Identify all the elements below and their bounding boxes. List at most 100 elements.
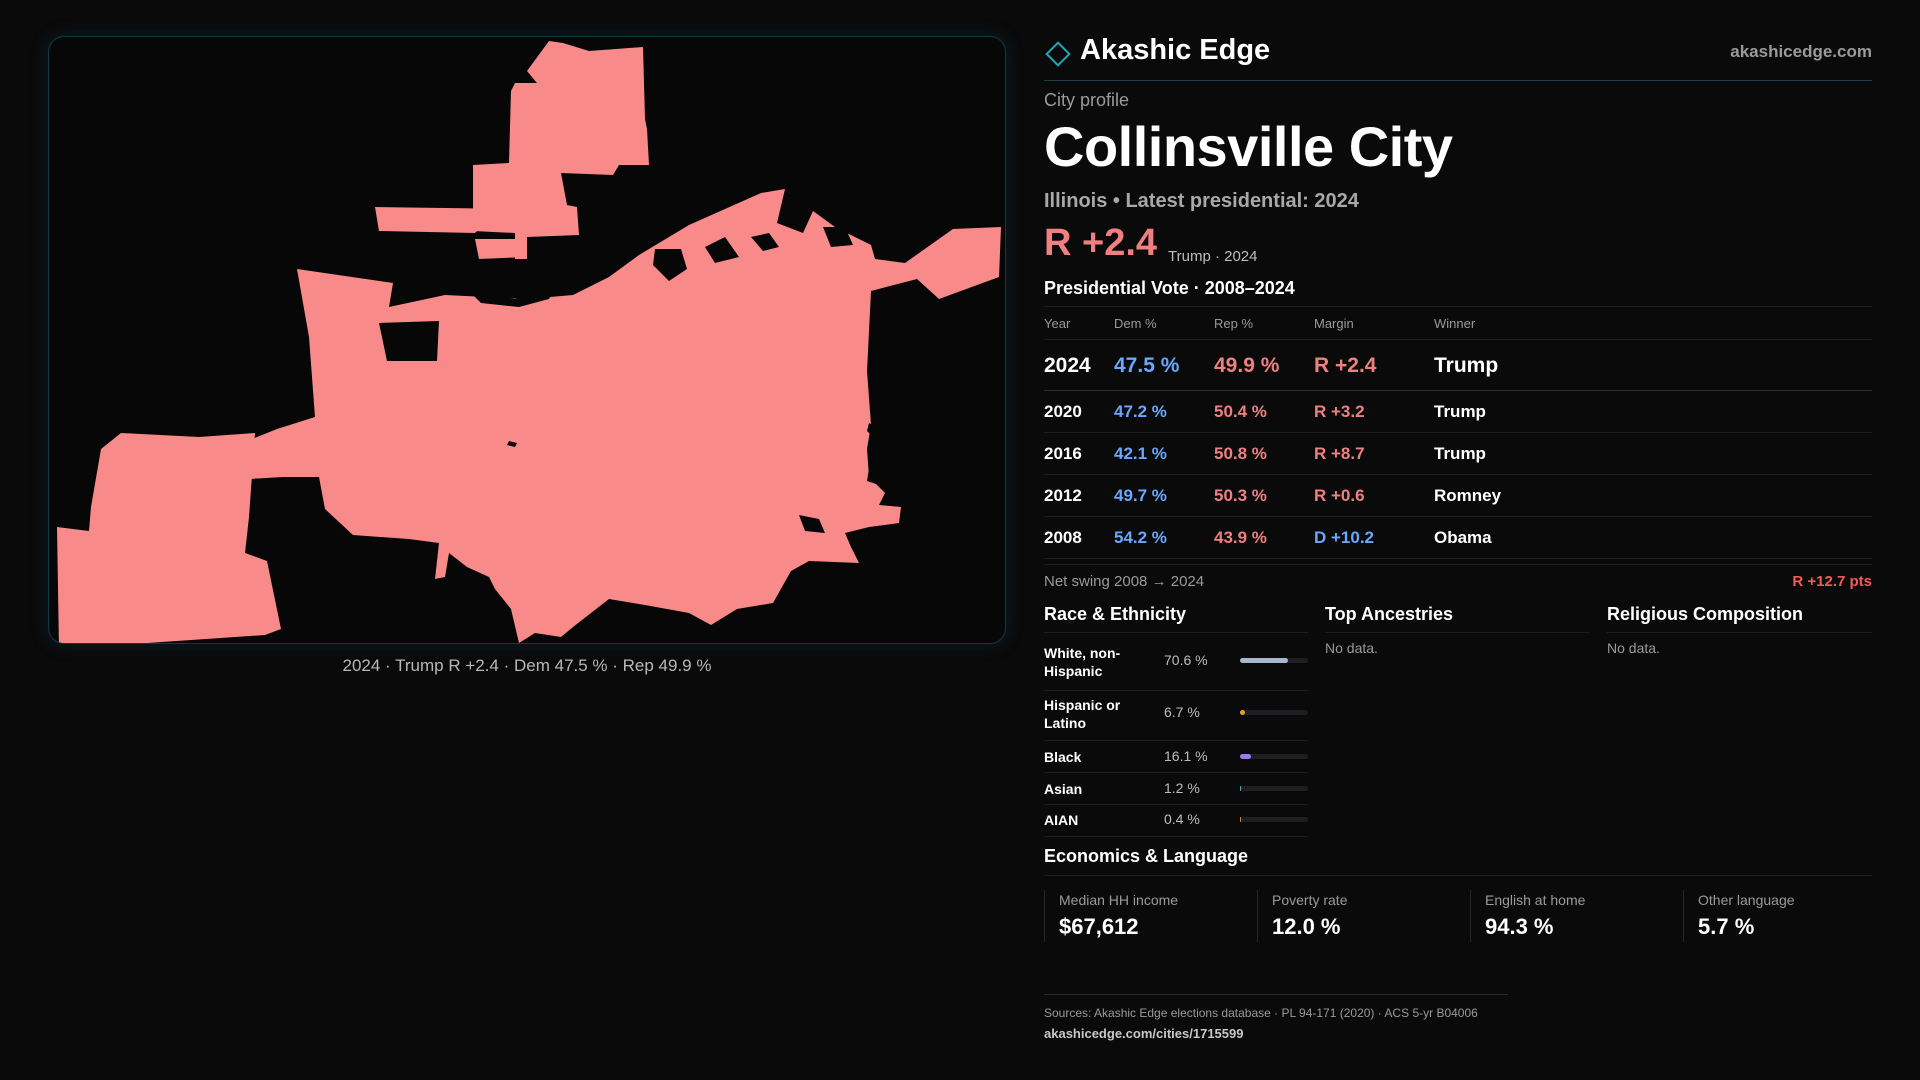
row-year: 2012 [1044,486,1082,505]
vote-section-title: Presidential Vote · 2008–2024 [1044,278,1295,298]
race-bar-track [1240,817,1308,822]
row-year: 2008 [1044,528,1082,547]
race-label: White, non-Hispanic [1044,645,1121,679]
headline-note: Trump · 2024 [1168,248,1258,265]
religion-empty-text: No data. [1607,640,1660,656]
row-dem: 54.2 % [1114,528,1167,547]
ancestries-section-title: Top Ancestries [1325,604,1454,624]
city-boundary-shape [57,41,1001,643]
race-label: Asian [1044,781,1083,797]
race-bar-track [1240,710,1308,715]
row-dem: 42.1 % [1114,444,1167,463]
race-pct: 6.7 % [1164,704,1200,720]
divider [1044,632,1308,633]
vote-table-header: Year Dem % Rep % Margin Winner [1044,306,1872,340]
race-bar-fill [1240,658,1288,663]
stat-english-home: English at home 94.3 % [1470,890,1683,942]
race-row: White, non-Hispanic 70.6 % [1044,640,1308,691]
race-pct: 16.1 % [1164,748,1208,764]
stat-value: 5.7 % [1698,914,1755,939]
net-swing-row: Net swing 2008 → 2024 R +12.7 pts [1044,564,1872,595]
row-rep: 50.4 % [1214,402,1267,421]
stat-median-income: Median HH income $67,612 [1044,890,1257,942]
row-margin: R +2.4 [1314,354,1377,377]
race-bar-track [1240,786,1308,791]
table-row: 2012 49.7 % 50.3 % R +0.6 Romney [1044,475,1872,517]
divider [1325,632,1589,633]
race-pct: 1.2 % [1164,780,1200,796]
profile-type-label: City profile [1044,90,1130,110]
stat-label: English at home [1485,892,1586,908]
brand-header: Akashic Edge akashicedge.com [1044,30,1872,81]
ancestries-empty-text: No data. [1325,640,1378,656]
stat-poverty-rate: Poverty rate 12.0 % [1257,890,1470,942]
race-row: Hispanic or Latino 6.7 % [1044,692,1308,741]
row-year: 2024 [1044,354,1091,377]
col-year-header: Year [1044,316,1071,331]
row-rep: 50.8 % [1214,444,1267,463]
col-dem-header: Dem % [1114,316,1157,331]
page-title: Collinsville City [1044,115,1453,178]
race-bar-fill [1240,754,1251,759]
row-margin: D +10.2 [1314,528,1375,547]
row-margin: R +8.7 [1314,444,1365,463]
col-winner-header: Winner [1434,316,1476,331]
race-label: AIAN [1044,812,1079,828]
economics-section-title: Economics & Language [1044,846,1249,866]
race-bar-track [1240,658,1308,663]
headline-margin: R +2.4 [1044,222,1158,264]
source-page-link[interactable]: akashicedge.com/cities/1715599 [1044,1026,1244,1041]
stat-value: 12.0 % [1272,914,1341,939]
race-row: Asian 1.2 % [1044,774,1308,805]
row-winner: Romney [1434,486,1502,505]
stat-other-language: Other language 5.7 % [1683,890,1896,942]
race-row: AIAN 0.4 % [1044,806,1308,837]
row-winner: Trump [1434,402,1486,421]
race-row: Black 16.1 % [1044,742,1308,773]
table-row: 2024 47.5 % 49.9 % R +2.4 Trump [1044,340,1872,391]
race-section-title: Race & Ethnicity [1044,604,1187,624]
sources-text: Sources: Akashic Edge elections database… [1044,1006,1478,1020]
brand-name: Akashic Edge [1080,34,1271,66]
race-bar-fill [1240,710,1245,715]
city-boundary-map[interactable] [48,36,1006,644]
stat-value: 94.3 % [1485,914,1554,939]
race-label: Black [1044,749,1082,765]
row-rep: 50.3 % [1214,486,1267,505]
religion-section-title: Religious Composition [1607,604,1803,624]
net-swing-label: Net swing 2008 → 2024 [1044,573,1205,590]
stat-label: Poverty rate [1272,892,1348,908]
race-pct: 0.4 % [1164,811,1200,827]
brand-url-link[interactable]: akashicedge.com [1730,42,1872,61]
row-year: 2020 [1044,402,1082,421]
race-bar-fill [1240,817,1241,822]
col-rep-header: Rep % [1214,316,1254,331]
table-row: 2020 47.2 % 50.4 % R +3.2 Trump [1044,391,1872,433]
row-dem: 47.2 % [1114,402,1167,421]
diamond-logo-icon [1045,41,1071,67]
stat-label: Other language [1698,892,1795,908]
row-year: 2016 [1044,444,1082,463]
row-dem: 49.7 % [1114,486,1167,505]
row-winner: Trump [1434,444,1486,463]
net-swing-value: R +12.7 pts [1792,573,1872,590]
row-margin: R +0.6 [1314,486,1365,505]
page-subtitle: Illinois • Latest presidential: 2024 [1044,190,1359,212]
divider [1044,875,1872,876]
race-label: Hispanic or Latino [1044,697,1121,731]
divider [1607,632,1872,633]
row-margin: R +3.2 [1314,402,1365,421]
row-winner: Trump [1434,354,1499,377]
row-dem: 47.5 % [1114,354,1180,377]
col-margin-header: Margin [1314,316,1354,331]
stat-value: $67,612 [1059,914,1139,939]
stat-label: Median HH income [1059,892,1179,908]
vote-table: Year Dem % Rep % Margin Winner 2024 47.5… [1044,306,1872,559]
row-winner: Obama [1434,528,1492,547]
divider [1044,994,1508,995]
race-pct: 70.6 % [1164,652,1208,668]
row-rep: 49.9 % [1214,354,1280,377]
map-caption: 2024 · Trump R +2.4 · Dem 47.5 % · Rep 4… [342,656,712,675]
race-bar-track [1240,754,1308,759]
race-bar-fill [1240,786,1241,791]
